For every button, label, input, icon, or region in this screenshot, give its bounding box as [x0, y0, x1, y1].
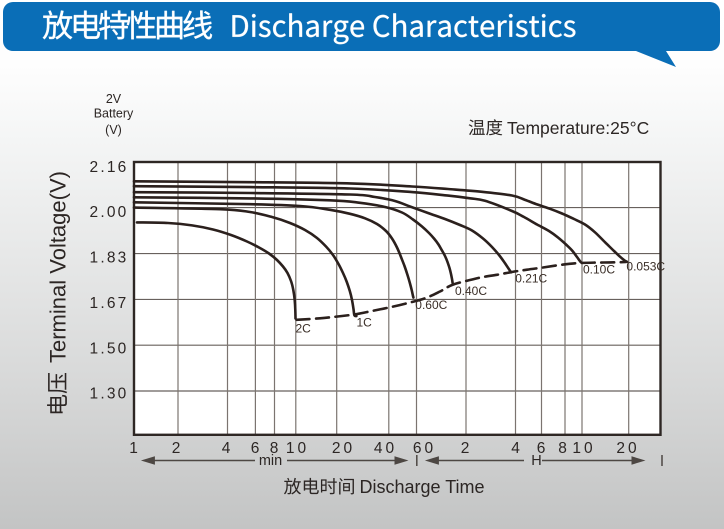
svg-text:0.053C: 0.053C	[626, 260, 665, 274]
svg-text:0.40C: 0.40C	[455, 284, 487, 298]
svg-text:10: 10	[572, 440, 595, 457]
svg-text:2.00: 2.00	[90, 204, 129, 221]
svg-text:(V): (V)	[105, 123, 122, 137]
svg-text:8: 8	[270, 440, 279, 457]
svg-text:6: 6	[251, 440, 260, 457]
svg-text:min: min	[259, 453, 282, 469]
svg-text:1.50: 1.50	[90, 341, 129, 358]
svg-text:1: 1	[129, 440, 138, 457]
svg-text:Battery: Battery	[94, 107, 134, 121]
svg-text:0.60C: 0.60C	[415, 298, 447, 312]
svg-text:Discharge Time: Discharge Time	[360, 477, 485, 497]
svg-text:0.10C: 0.10C	[583, 263, 615, 277]
svg-text:2.16: 2.16	[90, 159, 129, 176]
svg-text:8: 8	[558, 440, 567, 457]
svg-text:2V: 2V	[106, 92, 122, 106]
svg-text:2: 2	[461, 440, 470, 457]
svg-text:4: 4	[511, 440, 520, 457]
svg-text:1C: 1C	[357, 316, 373, 330]
svg-text:Terminal Voltage(V): Terminal Voltage(V)	[46, 171, 71, 363]
svg-text:H: H	[531, 453, 541, 469]
svg-text:1.30: 1.30	[90, 386, 129, 403]
svg-text:20: 20	[332, 440, 355, 457]
svg-text:Temperature:25°C: Temperature:25°C	[507, 118, 649, 138]
svg-text:1.83: 1.83	[90, 250, 129, 267]
svg-text:0.21C: 0.21C	[515, 272, 547, 286]
svg-text:2C: 2C	[296, 322, 312, 336]
svg-text:60: 60	[413, 440, 436, 457]
svg-text:4: 4	[222, 440, 231, 457]
svg-text:40: 40	[374, 440, 397, 457]
svg-text:20: 20	[616, 440, 639, 457]
svg-text:2: 2	[172, 440, 181, 457]
svg-text:10: 10	[286, 440, 309, 457]
svg-text:6: 6	[537, 440, 546, 457]
svg-text:1.67: 1.67	[90, 295, 129, 312]
